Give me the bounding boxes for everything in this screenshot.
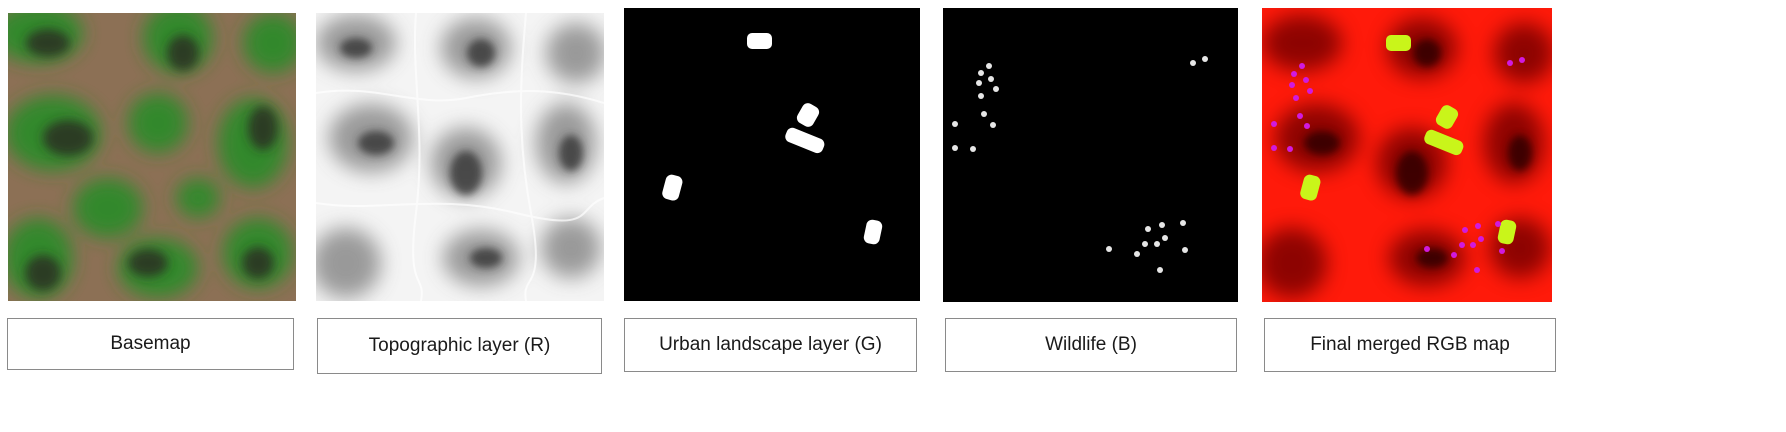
urban-block (863, 219, 883, 245)
basemap-caption: Basemap (7, 318, 294, 370)
topographic-layer-caption: Topographic layer (R) (317, 318, 602, 374)
urban-block (747, 33, 772, 49)
wildlife-layer-caption: Wildlife (B) (945, 318, 1237, 372)
topographic-layer-image (316, 13, 604, 301)
urban-landscape-layer-image (624, 8, 920, 301)
basemap-image (8, 13, 296, 301)
urban-block (662, 174, 683, 201)
urban-block (785, 127, 825, 154)
urban-landscape-layer-caption: Urban landscape layer (G) (624, 318, 917, 372)
merged-rgb-map-image (1262, 8, 1552, 302)
wildlife-layer-image (943, 8, 1238, 302)
merged-rgb-map-caption: Final merged RGB map (1264, 318, 1556, 372)
urban-block (796, 103, 820, 127)
